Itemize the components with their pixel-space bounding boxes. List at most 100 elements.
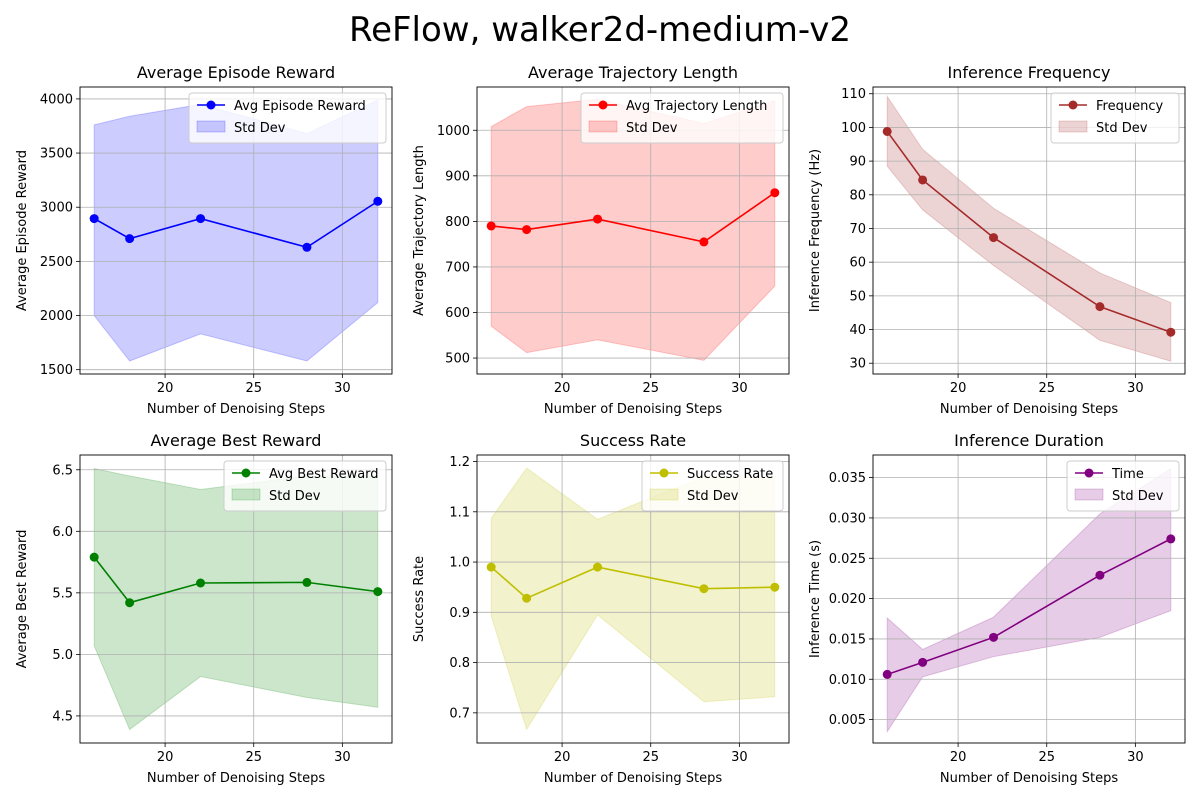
y-tick-label: 4000 xyxy=(40,92,73,107)
y-axis-label: Success Rate xyxy=(412,556,427,642)
y-tick-label: 100 xyxy=(841,121,866,136)
data-point xyxy=(593,562,603,572)
legend-label: Avg Best Reward xyxy=(269,467,379,482)
data-point xyxy=(1166,534,1176,544)
x-tick-label: 25 xyxy=(642,381,659,396)
chart-panel: 20 25 30 4.5 5.0 5.5 6.0 6.5 Average Best Reward… xyxy=(15,431,393,786)
x-tick-label: 20 xyxy=(554,750,571,765)
data-point xyxy=(522,593,532,603)
y-tick-label: 1.0 xyxy=(449,556,470,571)
data-point xyxy=(302,242,312,252)
legend-label: Success Rate xyxy=(687,467,773,482)
legend-label: Std Dev xyxy=(269,489,321,504)
legend-band-swatch xyxy=(1058,120,1088,133)
data-point xyxy=(302,577,312,587)
chart-title: Average Best Reward xyxy=(151,431,322,450)
x-tick-label: 30 xyxy=(1127,381,1144,396)
chart-panel: 20 25 30 1500 2000 2500 3000 3500 4000 Average Ep… xyxy=(15,63,393,417)
legend-label: Avg Episode Reward xyxy=(234,99,366,114)
legend-label: Std Dev xyxy=(626,121,678,136)
chart-title: Inference Duration xyxy=(954,431,1104,450)
data-point xyxy=(918,175,928,185)
data-point xyxy=(89,552,99,562)
data-point xyxy=(699,584,709,594)
data-point xyxy=(522,225,532,235)
axes-frame xyxy=(79,454,393,744)
y-tick-label: 4.5 xyxy=(52,709,73,724)
chart-panel: 20 25 30 500 600 700 800 900 1000 Average Traject… xyxy=(412,63,790,417)
data-point xyxy=(125,234,135,244)
y-tick-label: 70 xyxy=(849,222,866,237)
legend: Avg Episode Reward Std Dev xyxy=(188,92,387,144)
y-tick-label: 6.0 xyxy=(52,525,73,540)
x-tick-label: 25 xyxy=(1038,381,1055,396)
axes-frame xyxy=(476,454,790,744)
data-point xyxy=(373,196,383,206)
y-tick-label: 0.005 xyxy=(829,713,866,728)
data-point xyxy=(89,214,99,224)
y-tick-label: 1000 xyxy=(437,124,470,139)
data-point xyxy=(1095,302,1105,312)
data-point xyxy=(989,632,999,642)
x-tick-label: 25 xyxy=(642,750,659,765)
y-tick-label: 800 xyxy=(445,215,470,230)
y-tick-label: 1500 xyxy=(40,363,73,378)
y-axis-label: Inference Time (s) xyxy=(808,540,823,658)
x-axis-label: Number of Denoising Steps xyxy=(940,402,1118,417)
chart-title: Success Rate xyxy=(580,431,686,450)
legend-box xyxy=(188,92,387,144)
legend-label: Std Dev xyxy=(687,489,739,504)
data-point xyxy=(373,587,383,597)
y-tick-label: 90 xyxy=(849,155,866,170)
axes-frame xyxy=(872,86,1186,375)
data-point xyxy=(882,669,892,679)
x-tick-label: 25 xyxy=(245,381,262,396)
y-tick-label: 500 xyxy=(445,352,470,367)
legend-marker xyxy=(1068,100,1078,110)
data-point xyxy=(918,657,928,667)
x-tick-label: 30 xyxy=(1127,750,1144,765)
y-tick-label: 60 xyxy=(849,256,866,271)
chart-title: Average Episode Reward xyxy=(137,63,335,82)
data-point xyxy=(882,126,892,136)
data-point xyxy=(1095,570,1105,580)
data-point xyxy=(486,562,496,572)
legend-band-swatch xyxy=(1074,488,1104,501)
y-tick-label: 0.020 xyxy=(829,592,866,607)
x-axis-label: Number of Denoising Steps xyxy=(940,771,1118,786)
x-tick-label: 30 xyxy=(334,750,351,765)
x-tick-label: 20 xyxy=(157,381,174,396)
data-point xyxy=(486,221,496,231)
y-tick-label: 6.5 xyxy=(52,463,73,478)
legend-band-swatch xyxy=(196,120,226,133)
legend-label: Frequency xyxy=(1096,99,1163,114)
axes-frame xyxy=(872,454,1186,744)
chart-panel: 20 25 30 0.005 0.010 0.015 0.020 0.025 0.030 0.03… xyxy=(808,431,1186,786)
chart-panel: 20 25 30 0.7 0.8 0.9 1.0 1.1 1.2 Success Rate Numb… xyxy=(412,431,790,786)
x-tick-label: 25 xyxy=(1038,750,1055,765)
legend: Avg Trajectory Length Std Dev xyxy=(580,92,784,144)
axes-frame xyxy=(476,86,790,375)
y-tick-label: 0.010 xyxy=(829,673,866,688)
y-tick-label: 5.0 xyxy=(52,648,73,663)
y-axis-label: Inference Frequency (Hz) xyxy=(808,149,823,312)
legend: Time Std Dev xyxy=(1066,460,1180,512)
legend-label: Time xyxy=(1111,467,1144,482)
std-dev-band xyxy=(886,94,1172,362)
data-point xyxy=(770,582,780,592)
y-tick-label: 1.2 xyxy=(449,455,470,470)
y-tick-label: 50 xyxy=(849,289,866,304)
y-axis-label: Average Best Reward xyxy=(15,530,30,669)
y-tick-label: 700 xyxy=(445,260,470,275)
x-axis-label: Number of Denoising Steps xyxy=(147,402,325,417)
legend-box xyxy=(580,92,784,144)
y-tick-label: 0.035 xyxy=(829,471,866,486)
figure-suptitle: ReFlow, walker2d-medium-v2 xyxy=(348,10,852,50)
y-tick-label: 0.7 xyxy=(449,706,470,721)
legend-band-swatch xyxy=(649,488,679,501)
x-axis-label: Number of Denoising Steps xyxy=(147,771,325,786)
x-tick-label: 20 xyxy=(157,750,174,765)
y-tick-label: 2500 xyxy=(40,255,73,270)
data-point xyxy=(770,188,780,198)
